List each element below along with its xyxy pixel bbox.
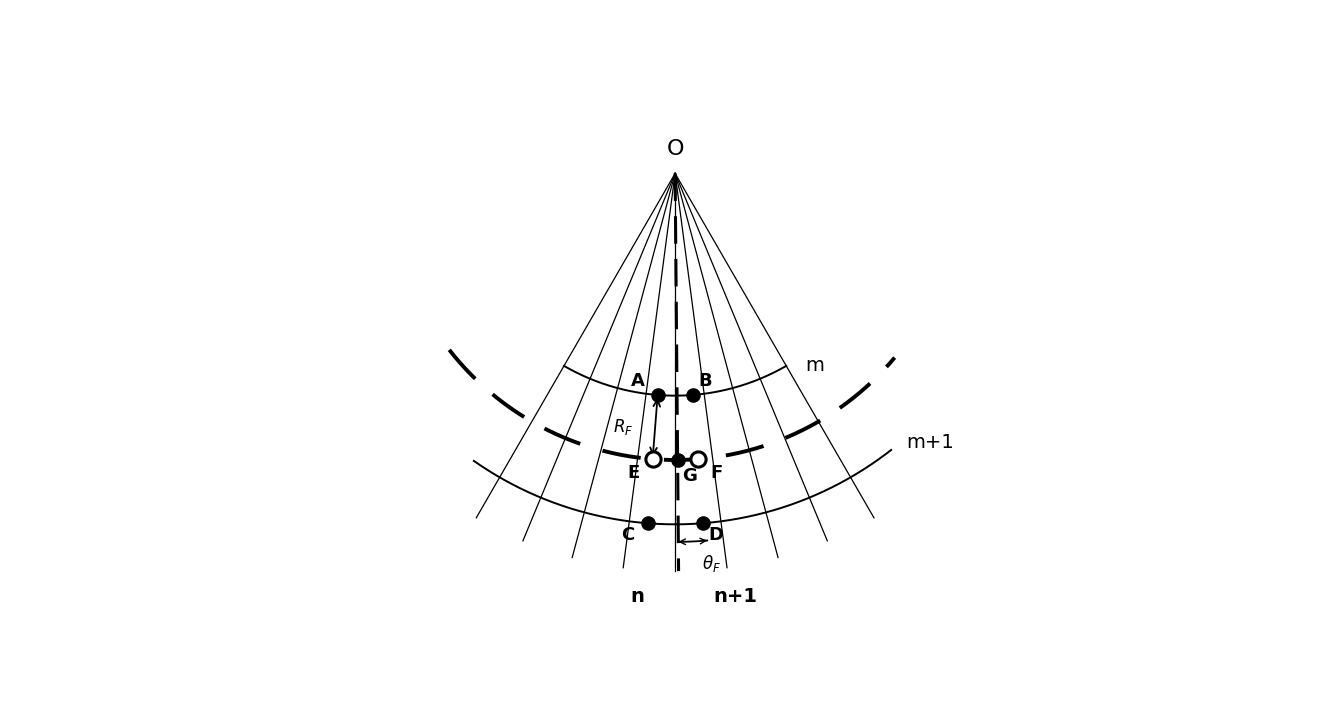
Point xyxy=(647,389,668,401)
Text: B: B xyxy=(699,372,712,391)
Text: F: F xyxy=(710,464,722,482)
Text: A: A xyxy=(631,372,644,391)
Text: G: G xyxy=(683,467,697,485)
Text: m: m xyxy=(804,356,824,376)
Text: $\theta_F$: $\theta_F$ xyxy=(701,553,721,574)
Text: E: E xyxy=(627,464,640,482)
Text: $R_F$: $R_F$ xyxy=(613,417,634,437)
Point xyxy=(642,453,663,465)
Point xyxy=(667,454,688,466)
Point xyxy=(636,518,658,529)
Point xyxy=(687,453,708,465)
Point xyxy=(692,518,713,529)
Text: C: C xyxy=(622,526,635,544)
Text: D: D xyxy=(709,526,724,544)
Text: O: O xyxy=(667,139,684,159)
Text: n+1: n+1 xyxy=(713,588,757,606)
Point xyxy=(681,389,703,401)
Text: n: n xyxy=(630,588,644,606)
Text: m+1: m+1 xyxy=(906,433,954,452)
